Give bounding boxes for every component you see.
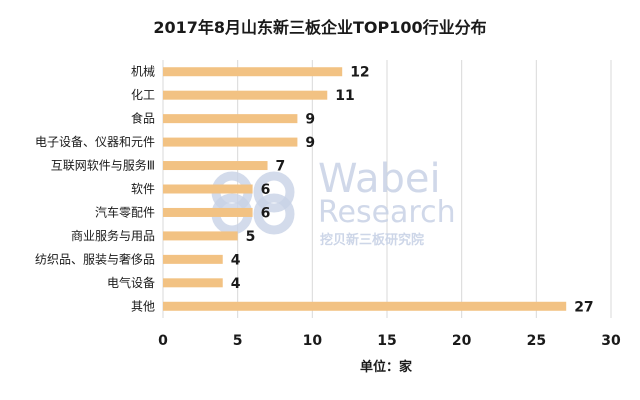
bar	[163, 278, 223, 288]
x-axis-ticks: 0 5 10 15 20 25 30	[158, 333, 621, 349]
data-label: 5	[246, 229, 256, 245]
data-label: 4	[231, 276, 241, 292]
data-label: 6	[261, 182, 271, 198]
category-label: 电子设备、仪器和元件	[35, 135, 155, 149]
data-label: 12	[350, 65, 369, 81]
bar	[163, 161, 268, 171]
data-label: 9	[305, 112, 315, 128]
grid-lines	[162, 60, 612, 318]
bar	[163, 254, 223, 264]
x-tick-label: 30	[601, 333, 621, 349]
bar	[163, 301, 567, 311]
category-label: 汽车零配件	[95, 204, 155, 219]
category-label: 软件	[131, 182, 155, 196]
data-label: 9	[305, 135, 315, 151]
bar	[163, 67, 343, 77]
x-tick-label: 15	[377, 333, 396, 349]
category-label: 机械	[131, 64, 155, 79]
data-label: 7	[276, 159, 286, 175]
category-label: 互联网软件与服务Ⅲ	[51, 158, 155, 173]
category-label: 其他	[131, 299, 155, 313]
watermark-brand-line2: Research	[318, 195, 456, 230]
bar	[163, 137, 298, 147]
category-label: 商业服务与用品	[71, 228, 155, 243]
x-tick-label: 20	[452, 333, 472, 349]
data-label: 11	[335, 88, 354, 104]
x-tick-label: 5	[233, 333, 243, 349]
bar	[163, 90, 328, 100]
data-label: 27	[574, 299, 593, 315]
bar	[163, 114, 298, 124]
data-label: 4	[231, 252, 241, 268]
category-label: 电气设备	[107, 275, 155, 290]
bars	[163, 67, 567, 311]
x-tick-label: 10	[303, 333, 323, 349]
watermark-brand-cn: 挖贝新三板研究院	[320, 232, 424, 248]
x-tick-label: 25	[527, 333, 546, 349]
category-label: 食品	[131, 111, 155, 126]
data-label: 6	[261, 205, 271, 221]
watermark-logo-icon	[211, 171, 295, 235]
category-label: 纺织品、服装与奢侈品	[35, 252, 155, 266]
bar	[163, 231, 238, 241]
x-axis-title: 单位：家	[360, 359, 413, 375]
bar	[163, 207, 253, 217]
x-tick-label: 0	[158, 333, 168, 349]
chart-title: 2017年8月山东新三板企业TOP100行业分布	[153, 18, 486, 37]
watermark-brand-line1: Wabei	[318, 156, 441, 202]
category-label: 化工	[131, 88, 155, 102]
bar	[163, 184, 253, 194]
